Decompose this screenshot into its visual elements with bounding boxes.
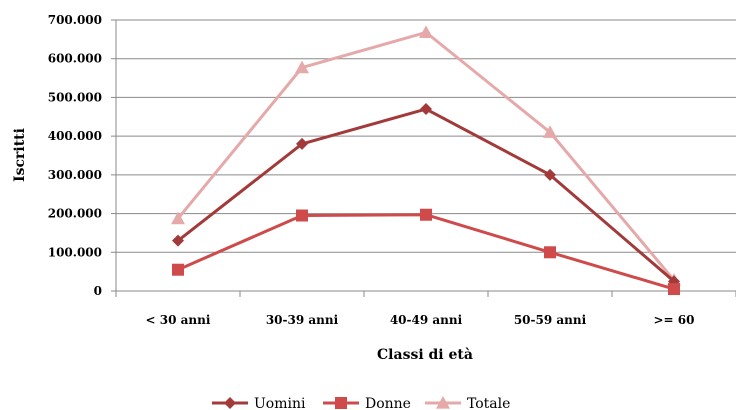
legend-item-donne: Donne	[323, 396, 411, 410]
y-tick-labels: 0 100.000 200.000 300.000 400.000 500.000 600.…	[48, 13, 102, 298]
series-donne	[172, 208, 680, 296]
legend: Uomini Donne Totale	[212, 396, 510, 410]
y-tick-label: 700.000	[48, 13, 102, 27]
legend-label: Uomini	[254, 396, 306, 410]
series-uomini	[172, 103, 680, 288]
data-point	[296, 209, 308, 222]
data-point	[419, 25, 433, 38]
x-tick-label: >= 60	[654, 313, 695, 327]
data-point	[172, 234, 184, 247]
y-tick-label: 300.000	[48, 168, 102, 182]
legend-label: Donne	[365, 396, 411, 410]
data-point	[420, 103, 432, 116]
y-tick-label: 500.000	[48, 90, 102, 104]
series-layer	[171, 25, 681, 296]
y-tick-label: 400.000	[48, 129, 102, 143]
x-tick-label: 50-59 anni	[514, 313, 587, 327]
y-tick-label: 0	[94, 284, 102, 298]
series-totale	[171, 25, 681, 286]
data-point	[544, 246, 556, 259]
data-point	[544, 168, 556, 181]
series-line	[177, 107, 675, 283]
x-tick-label: < 30 anni	[146, 313, 211, 327]
y-tick-label: 100.000	[48, 245, 102, 259]
data-point	[420, 208, 432, 221]
data-point	[295, 60, 309, 74]
legend-label: Totale	[467, 396, 510, 410]
legend-marker	[436, 396, 450, 409]
x-tick-labels: < 30 anni 30-39 anni 40-49 anni 50-59 anni >…	[146, 313, 695, 327]
legend-marker	[224, 397, 236, 409]
data-point	[296, 137, 308, 150]
series-line	[176, 30, 676, 282]
x-axis-title: Classi di età	[377, 347, 473, 363]
y-tick-label: 200.000	[48, 207, 102, 221]
data-point	[172, 263, 184, 276]
data-point	[543, 125, 557, 138]
legend-marker	[335, 397, 347, 409]
data-point	[668, 283, 680, 296]
legend-item-uomini: Uomini	[212, 396, 306, 410]
x-tick-label: 30-39 anni	[266, 313, 339, 327]
x-tick-label: 40-49 anni	[390, 313, 463, 327]
data-point	[171, 211, 185, 225]
y-axis-title: Iscritti	[12, 128, 28, 182]
y-tick-label: 600.000	[48, 52, 102, 66]
legend-item-totale: Totale	[425, 396, 510, 410]
